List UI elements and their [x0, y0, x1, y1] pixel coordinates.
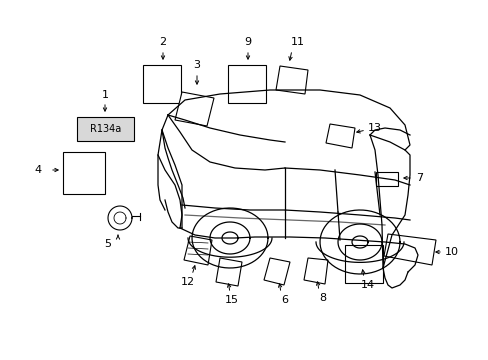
Text: 12: 12 — [181, 277, 195, 287]
Text: 11: 11 — [290, 37, 305, 47]
Bar — [227, 65, 265, 103]
Text: 6: 6 — [281, 295, 288, 305]
FancyBboxPatch shape — [77, 117, 134, 141]
Text: 3: 3 — [193, 60, 200, 70]
Text: 8: 8 — [319, 293, 326, 303]
Text: 5: 5 — [104, 239, 111, 249]
Bar — [63, 152, 105, 194]
Text: 14: 14 — [360, 280, 374, 290]
Polygon shape — [275, 66, 307, 94]
Polygon shape — [264, 258, 289, 285]
Polygon shape — [183, 236, 212, 265]
Text: 1: 1 — [102, 90, 108, 100]
Bar — [142, 65, 181, 103]
Bar — [375, 172, 397, 186]
Text: R134a: R134a — [90, 124, 121, 134]
Text: 9: 9 — [244, 37, 251, 47]
Polygon shape — [383, 234, 435, 265]
Bar — [345, 245, 382, 283]
Polygon shape — [304, 258, 327, 284]
Polygon shape — [325, 124, 354, 148]
Text: 7: 7 — [416, 173, 423, 183]
Text: 10: 10 — [444, 247, 458, 257]
Text: 13: 13 — [367, 123, 381, 133]
Text: 4: 4 — [34, 165, 41, 175]
Polygon shape — [175, 92, 214, 126]
Text: 2: 2 — [159, 37, 166, 47]
Polygon shape — [216, 258, 242, 286]
Text: 15: 15 — [224, 295, 239, 305]
